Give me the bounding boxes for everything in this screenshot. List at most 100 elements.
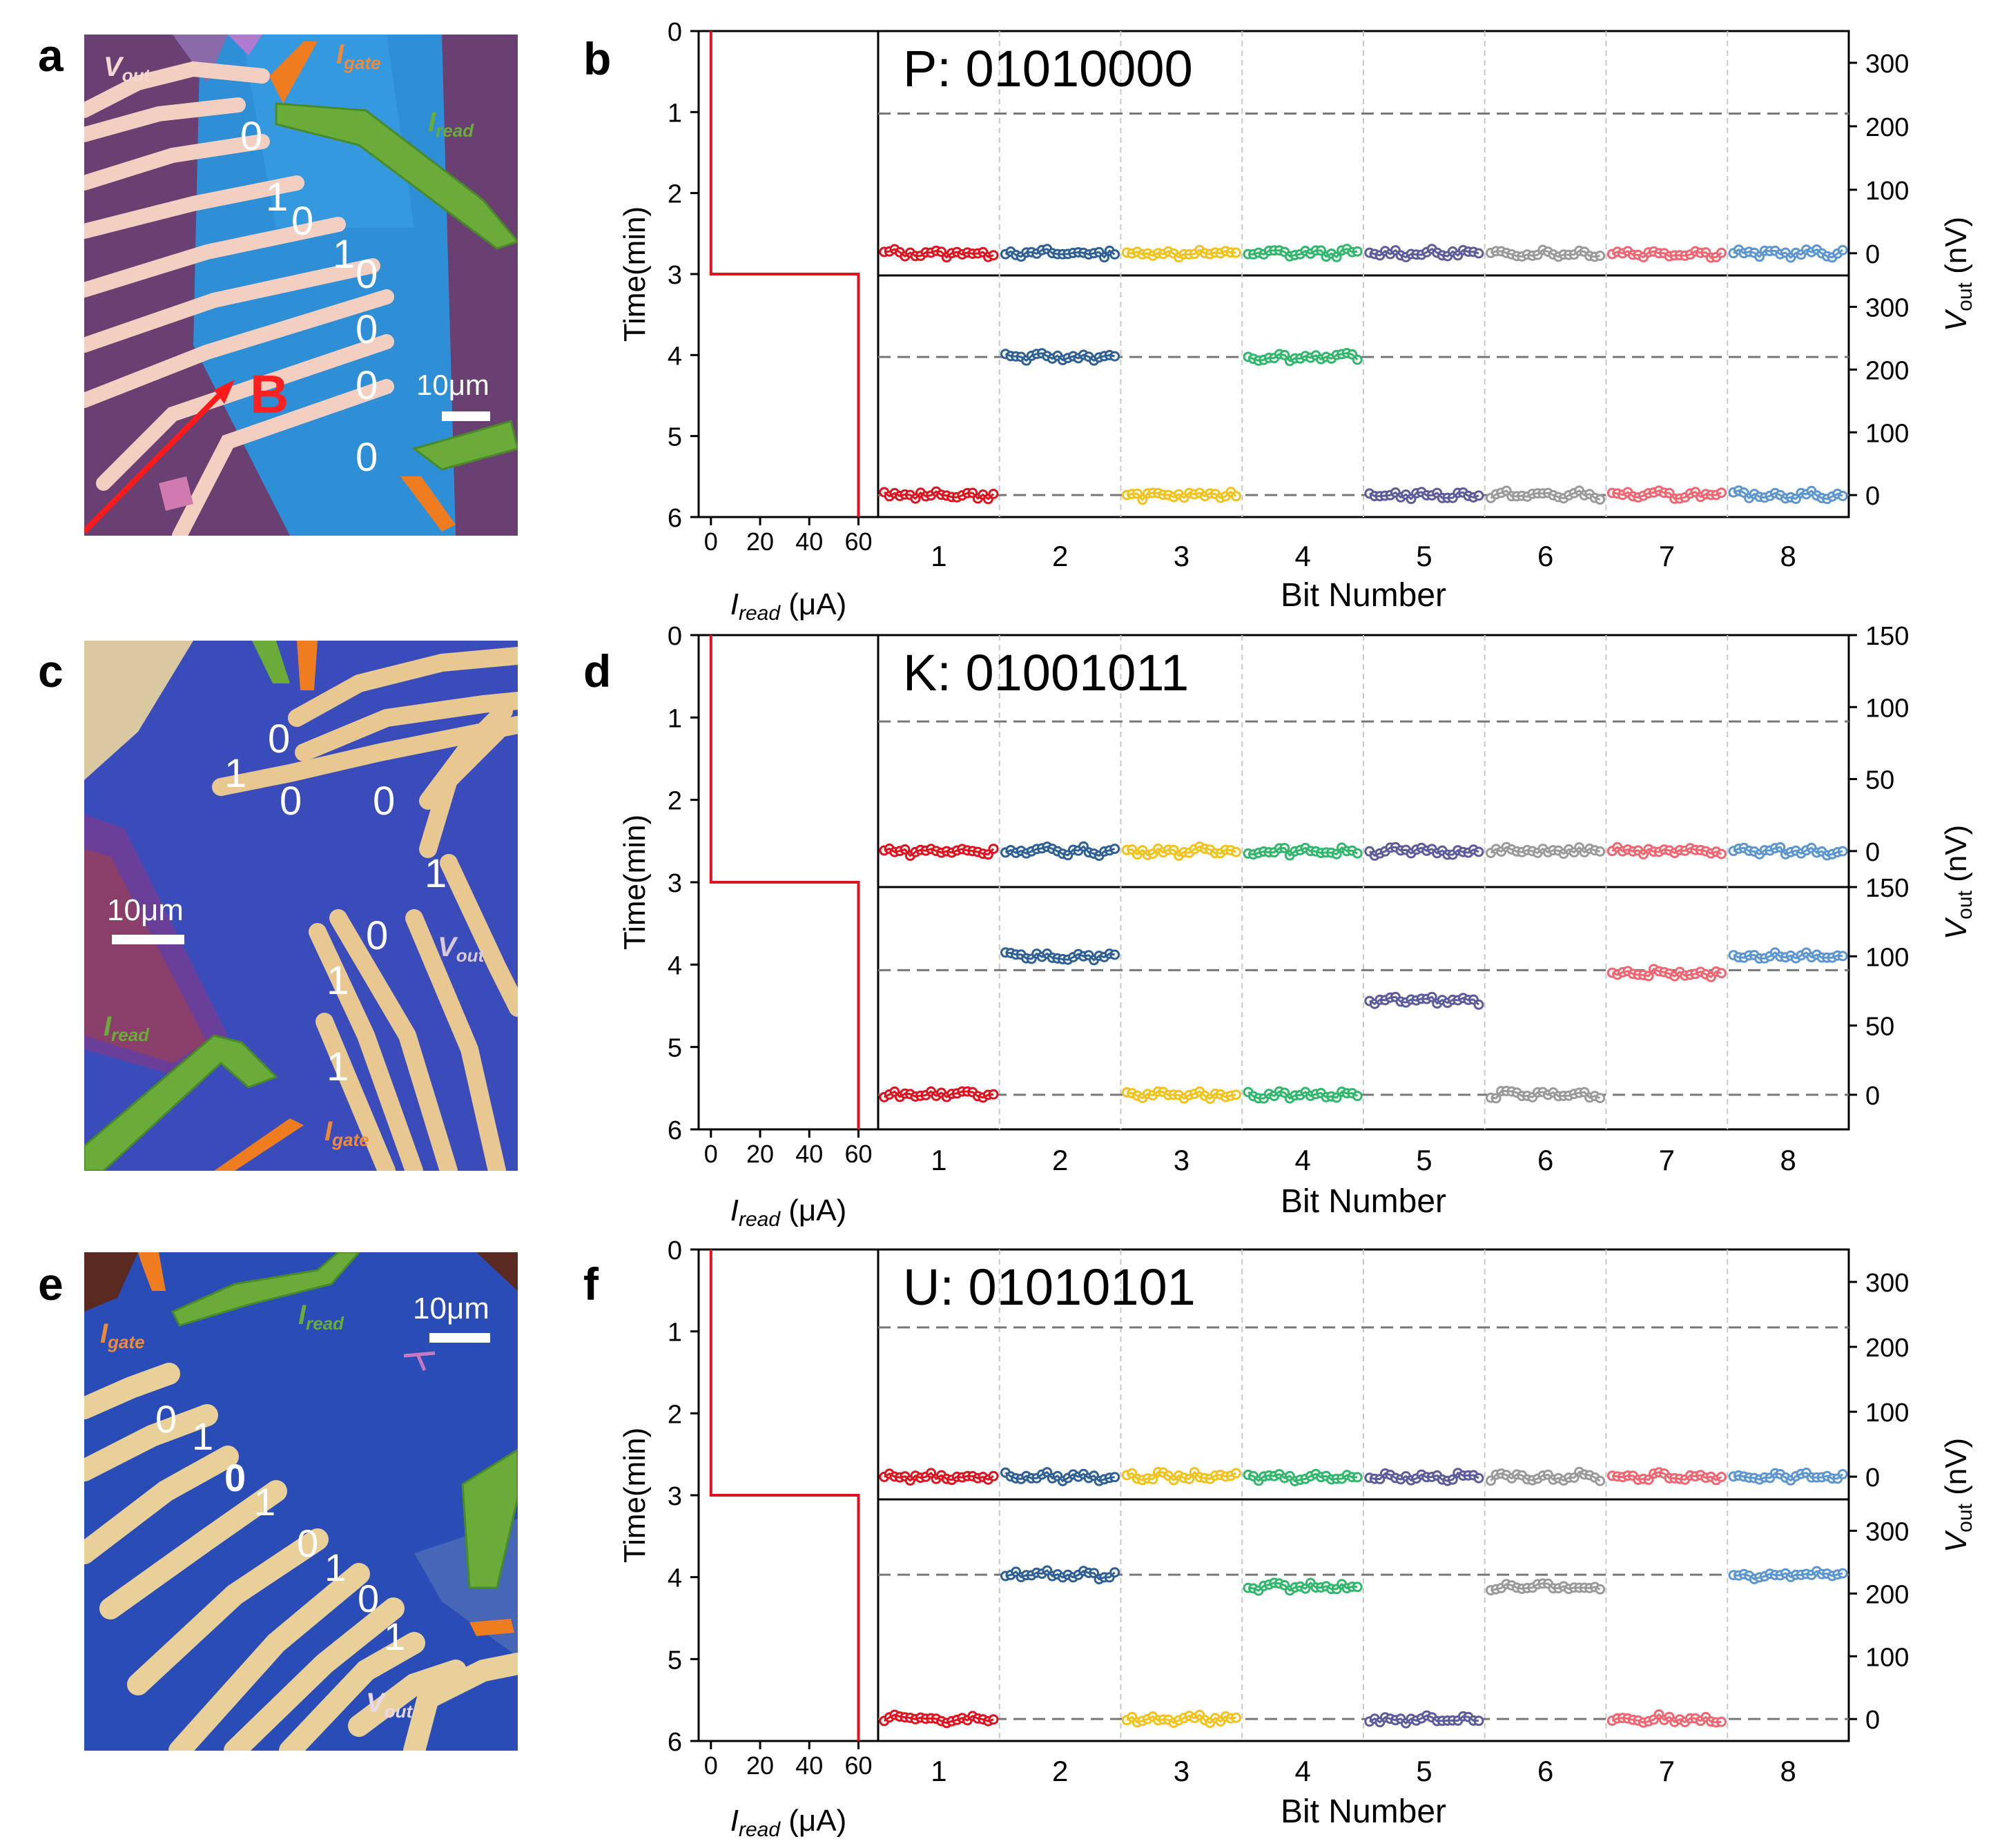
bit-tick-label: 8 — [1780, 1144, 1796, 1176]
voltage-tick-label-upper: 50 — [1865, 766, 1894, 795]
bit-label-c1: 0 — [268, 717, 290, 761]
bit-tick-label: 3 — [1174, 1755, 1189, 1787]
data-trace-bit-1-before — [884, 248, 994, 259]
terminal-vout-e: Vout — [366, 1688, 413, 1722]
bit-label-e1: 0 — [155, 1397, 177, 1441]
terminal-vout-c: Vout — [438, 932, 485, 966]
current-tick-label: 40 — [795, 1751, 823, 1780]
time-tick-label: 0 — [668, 622, 682, 651]
data-trace-bit-8-before — [1733, 248, 1844, 260]
current-tick-label: 60 — [844, 1751, 872, 1780]
bit-tick-label: 1 — [931, 1755, 946, 1787]
terminal-igate-a: Igate — [336, 39, 381, 73]
voltage-tick-label-upper: 300 — [1865, 50, 1909, 79]
data-trace-bit-1-after — [883, 490, 995, 500]
time-tick-label: 3 — [668, 869, 682, 898]
voltage-axis-label: Vout (nV) — [1939, 217, 1976, 331]
time-tick-label: 3 — [668, 261, 682, 290]
data-trace-bit-7-after — [1611, 967, 1722, 979]
data-trace-bit-6-after — [1490, 1582, 1601, 1592]
bit-tick-label: 6 — [1537, 1755, 1553, 1787]
bit-label-e2: 1 — [192, 1414, 213, 1458]
bit-label-e8: 1 — [384, 1615, 405, 1658]
time-tick-label: 1 — [668, 704, 682, 733]
time-tick-label: 2 — [668, 1400, 682, 1429]
time-tick-label: 5 — [668, 1646, 682, 1675]
bit-axis-label: Bit Number — [1281, 1183, 1446, 1220]
bit-label-e6: 1 — [324, 1546, 346, 1589]
bit-tick-label: 2 — [1052, 1755, 1068, 1787]
data-trace-bit-3-before — [1127, 249, 1236, 259]
time-tick-label: 3 — [668, 1482, 682, 1511]
data-trace-bit-3-before — [1127, 845, 1236, 857]
time-tick-label: 2 — [668, 787, 682, 816]
data-trace-bit-5-after — [1369, 491, 1479, 500]
bit-tick-label: 7 — [1659, 1755, 1675, 1787]
voltage-tick-label-upper: 100 — [1865, 694, 1909, 723]
chart-title: K: 01001011 — [903, 644, 1189, 701]
scale-bar-e — [429, 1333, 490, 1343]
time-tick-label: 4 — [668, 1564, 682, 1593]
time-tick-label: 6 — [668, 1116, 682, 1145]
voltage-tick-label-lower: 200 — [1865, 356, 1909, 385]
micrograph-c: 10μm Vout Igate Iread 0 1 0 0 1 0 1 1 — [84, 641, 518, 1171]
bit-label-a2: 1 — [266, 175, 288, 220]
bit-tick-label: 5 — [1416, 1755, 1432, 1787]
bit-axis-label: Bit Number — [1281, 577, 1446, 614]
bit-label-e5: 0 — [297, 1521, 318, 1565]
time-axis-label: Time(min) — [618, 206, 652, 342]
current-tick-label: 0 — [704, 1751, 718, 1780]
time-tick-label: 5 — [668, 423, 682, 452]
voltage-tick-label-lower: 0 — [1865, 1706, 1880, 1735]
data-trace-bit-1-before — [884, 847, 995, 857]
data-trace-bit-4-before — [1247, 1472, 1358, 1483]
data-trace-bit-7-before — [1611, 846, 1722, 856]
data-trace-bit-2-before — [1004, 845, 1116, 857]
current-tick-label: 20 — [746, 527, 774, 556]
bit-label-c7: 1 — [327, 958, 349, 1003]
bit-tick-label: 2 — [1052, 1144, 1068, 1176]
micrograph-e: 10μm Igate Iread Vout 0 1 0 1 0 1 0 1 — [84, 1252, 518, 1751]
bit-label-e4: 1 — [254, 1480, 275, 1524]
voltage-axis-label: Vout (nV) — [1939, 825, 1976, 940]
current-tick-label: 60 — [844, 527, 872, 556]
data-trace-bit-4-before — [1247, 247, 1358, 259]
time-tick-label: 1 — [668, 99, 682, 128]
data-trace-bit-8-after — [1733, 489, 1843, 500]
voltage-tick-label-upper: 0 — [1865, 240, 1880, 269]
data-trace-bit-6-after — [1490, 489, 1601, 501]
current-tick-label: 20 — [746, 1140, 774, 1168]
current-tick-label: 20 — [746, 1751, 774, 1780]
data-trace-bit-2-before — [1004, 248, 1116, 259]
voltage-tick-label-lower: 200 — [1865, 1580, 1909, 1609]
data-trace-bit-3-before — [1126, 1470, 1237, 1482]
current-tick-label: 0 — [704, 527, 718, 556]
time-tick-label: 5 — [668, 1034, 682, 1063]
data-trace-bit-6-before — [1490, 1470, 1601, 1482]
terminal-iread-e: Iread — [298, 1300, 344, 1334]
panel-letter-f: f — [583, 1258, 599, 1310]
data-trace-bit-6-before — [1490, 249, 1600, 258]
bit-tick-label: 8 — [1780, 540, 1796, 572]
current-axis-label: Iread (μA) — [730, 587, 847, 625]
field-label-b: B — [250, 364, 289, 425]
current-axis-label: Iread (μA) — [730, 1194, 847, 1231]
data-trace-bit-4-after — [1247, 1581, 1358, 1592]
voltage-tick-label-lower: 0 — [1865, 1082, 1880, 1111]
voltage-tick-label-lower: 100 — [1865, 1643, 1909, 1672]
current-tick-label: 40 — [795, 527, 823, 556]
voltage-tick-label-lower: 100 — [1865, 943, 1909, 972]
data-trace-bit-8-after — [1733, 951, 1843, 960]
bit-label-a3: 0 — [291, 199, 313, 244]
time-tick-label: 4 — [668, 342, 682, 371]
voltage-tick-label-lower: 50 — [1865, 1013, 1894, 1042]
voltage-tick-label-lower: 300 — [1865, 293, 1909, 322]
voltage-tick-label-lower: 150 — [1865, 874, 1909, 903]
data-trace-bit-1-before — [884, 1471, 994, 1482]
data-trace-bit-4-after — [1247, 351, 1359, 362]
time-tick-label: 0 — [668, 18, 682, 47]
bit-tick-label: 1 — [931, 1144, 946, 1176]
scale-bar-label-a: 10μm — [416, 369, 489, 401]
